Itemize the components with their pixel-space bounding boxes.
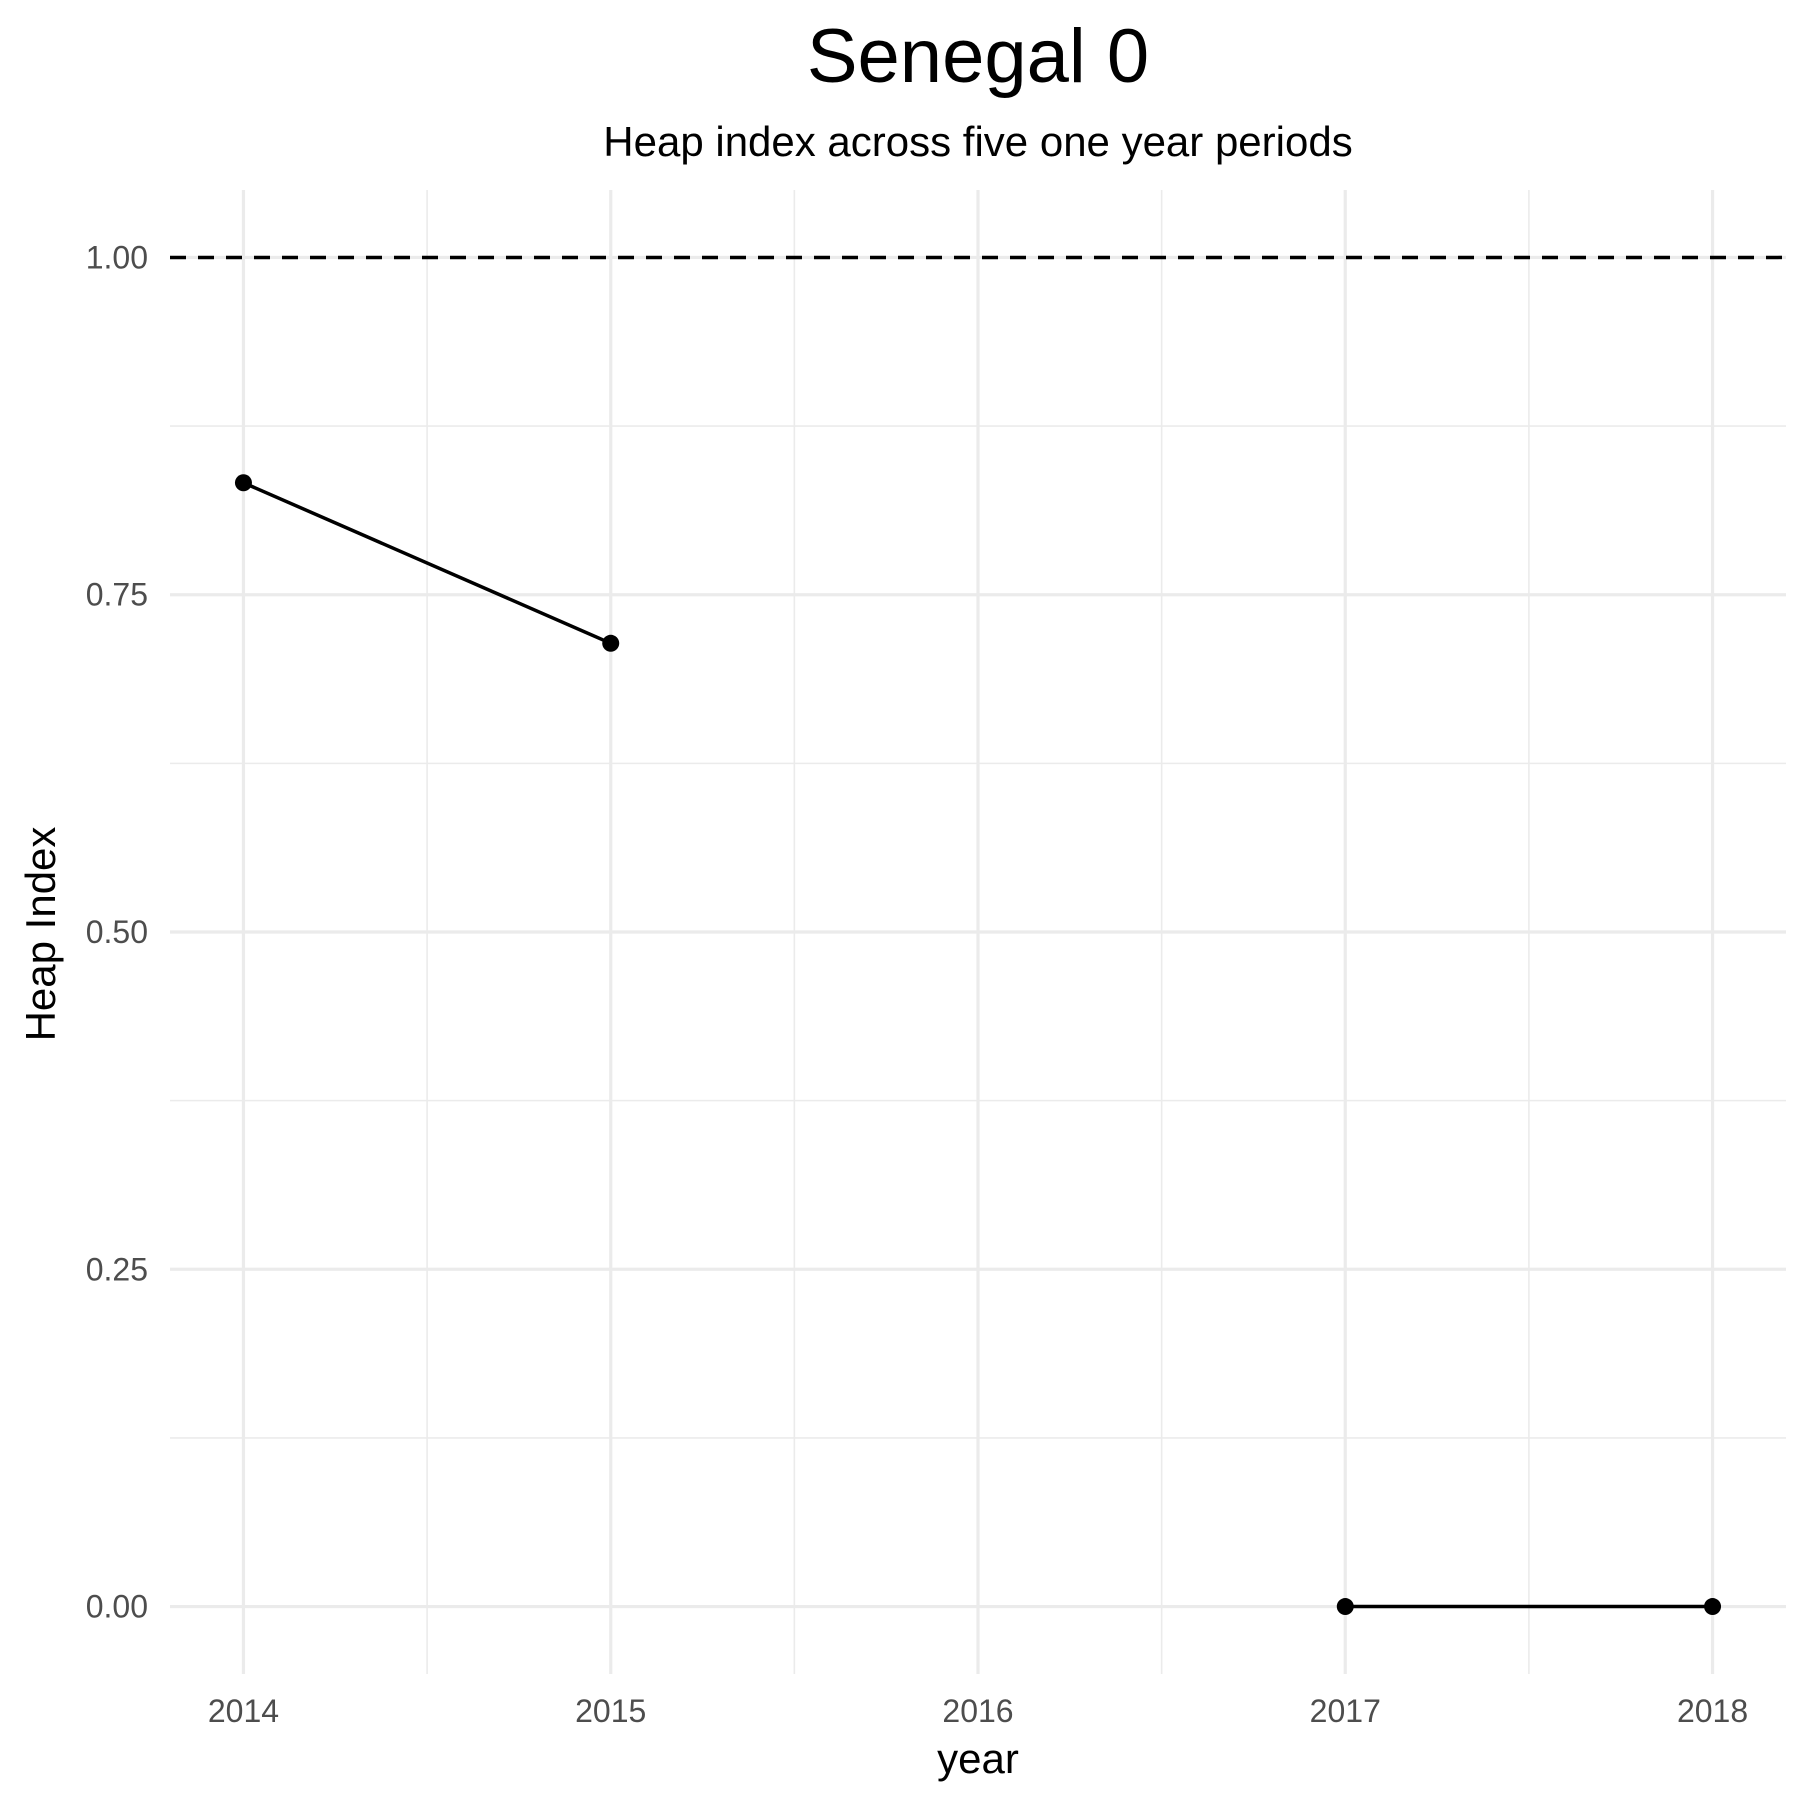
x-tick-label: 2018 bbox=[1677, 1693, 1748, 1729]
chart-subtitle: Heap index across five one year periods bbox=[603, 118, 1352, 165]
series-line-segment bbox=[242, 481, 612, 645]
points-group bbox=[234, 474, 1722, 1616]
data-point bbox=[1336, 1598, 1354, 1616]
grid bbox=[170, 190, 1786, 1674]
x-axis-label: year bbox=[937, 1735, 1019, 1782]
x-tick-label: 2014 bbox=[208, 1693, 279, 1729]
y-axis-label: Heap Index bbox=[17, 827, 64, 1042]
y-tick-label: 0.75 bbox=[86, 577, 148, 613]
x-tick-labels: 2014 2015 2016 2017 2018 bbox=[208, 1693, 1748, 1729]
data-point bbox=[234, 474, 252, 492]
chart-title: Senegal 0 bbox=[807, 14, 1149, 99]
y-tick-labels: 0.00 0.25 0.50 0.75 1.00 bbox=[86, 239, 148, 1624]
data-point bbox=[1704, 1598, 1722, 1616]
y-tick-label: 0.25 bbox=[86, 1251, 148, 1287]
y-tick-label: 0.00 bbox=[86, 1589, 148, 1625]
x-tick-label: 2016 bbox=[942, 1693, 1013, 1729]
x-tick-label: 2015 bbox=[575, 1693, 646, 1729]
y-tick-label: 1.00 bbox=[86, 239, 148, 275]
x-tick-label: 2017 bbox=[1310, 1693, 1381, 1729]
series-group bbox=[242, 481, 1713, 1609]
y-tick-label: 0.50 bbox=[86, 914, 148, 950]
data-point bbox=[602, 634, 620, 652]
